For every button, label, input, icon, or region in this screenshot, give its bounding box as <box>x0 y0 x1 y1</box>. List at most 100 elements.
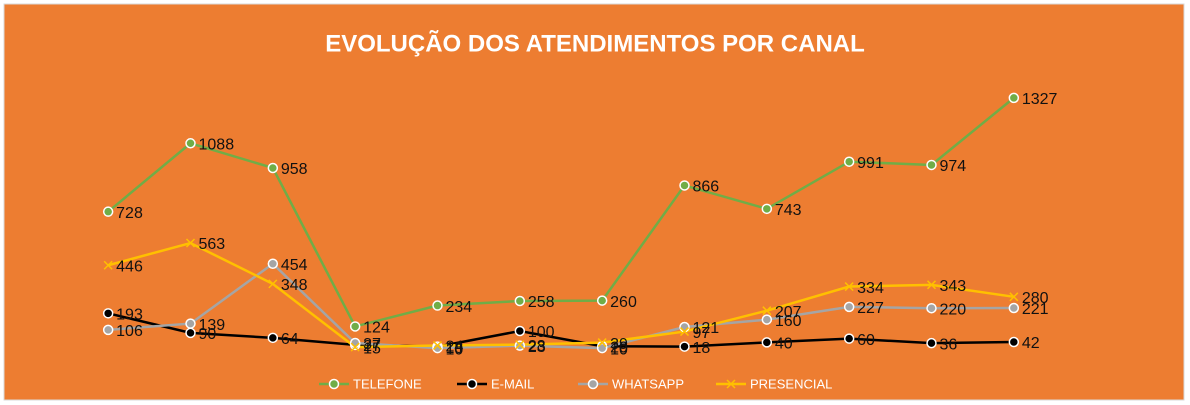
data-label: 193 <box>116 307 143 324</box>
data-label: 64 <box>281 331 299 348</box>
data-point <box>679 327 690 337</box>
legend-marker <box>466 378 478 390</box>
data-point <box>432 342 443 354</box>
legend-label: PRESENCIAL <box>750 376 832 391</box>
data-point <box>102 206 114 217</box>
data-label: 139 <box>199 317 226 334</box>
data-point <box>268 279 278 289</box>
chart-title: EVOLUÇÃO DOS ATENDIMENTOS POR CANAL <box>325 29 865 57</box>
data-label: 23 <box>528 339 546 356</box>
data-point <box>185 327 196 339</box>
data-label: 124 <box>363 320 390 337</box>
data-point <box>926 302 937 314</box>
data-point <box>843 156 855 167</box>
legend-marker <box>587 378 599 390</box>
data-label: 27 <box>363 338 381 355</box>
data-label: 446 <box>116 258 143 275</box>
data-point <box>185 318 196 329</box>
data-point <box>267 258 279 269</box>
data-point <box>267 162 279 174</box>
data-label: 20 <box>610 339 628 356</box>
data-point <box>679 341 690 352</box>
data-point <box>679 180 690 191</box>
data-point <box>515 340 525 350</box>
series-line <box>107 241 1015 349</box>
data-label: 454 <box>281 257 308 274</box>
data-point <box>843 333 855 344</box>
data-label: 258 <box>528 294 555 311</box>
data-label: 40 <box>775 336 793 353</box>
data-label: 991 <box>857 155 884 172</box>
data-label: 24 <box>446 339 464 356</box>
data-point <box>514 295 526 307</box>
legend-marker <box>328 378 340 390</box>
legend: TELEFONE E-MAIL WHATSAPP PRESENCIAL <box>319 376 832 391</box>
data-point <box>596 295 608 306</box>
data-point <box>350 342 360 352</box>
legend-marker <box>726 379 736 389</box>
data-point <box>432 300 443 311</box>
data-label: 958 <box>281 161 308 178</box>
data-label: 15 <box>363 340 381 357</box>
data-label: 221 <box>1022 301 1049 318</box>
data-label: 36 <box>940 336 958 353</box>
legend-label: WHATSAPP <box>612 376 684 391</box>
data-point <box>103 260 113 270</box>
data-point <box>761 337 773 348</box>
data-point <box>267 332 279 344</box>
series-line <box>107 96 1015 328</box>
data-label: 160 <box>775 313 802 330</box>
data-label: 10 <box>446 341 464 358</box>
legend-label: E-MAIL <box>491 376 534 391</box>
data-point <box>597 338 607 348</box>
data-label: 106 <box>116 323 143 340</box>
data-point <box>102 324 114 336</box>
data-label: 28 <box>528 338 546 355</box>
data-label: 348 <box>281 277 308 294</box>
data-label: 207 <box>775 304 802 321</box>
data-label: 18 <box>446 340 464 357</box>
data-point <box>349 321 361 332</box>
data-point <box>679 321 690 333</box>
data-point <box>185 138 196 149</box>
data-point <box>844 282 854 292</box>
plot-area: 728 1088 958 124 234 258 260 866 743 991 974 1327 19… <box>102 91 1058 358</box>
data-point <box>1009 292 1019 302</box>
data-label: 121 <box>693 320 720 337</box>
data-point <box>1008 302 1020 314</box>
data-point <box>761 314 773 325</box>
data-label: 227 <box>857 300 884 317</box>
data-point <box>762 306 772 316</box>
data-label: 1088 <box>199 136 235 153</box>
data-label: 60 <box>857 332 875 349</box>
data-point <box>761 203 773 215</box>
data-label: 280 <box>1022 290 1049 307</box>
series-line <box>107 312 1014 348</box>
data-label: 866 <box>693 179 720 196</box>
data-label: 234 <box>446 299 473 316</box>
data-label: 974 <box>940 158 967 175</box>
data-label: 334 <box>857 280 884 297</box>
data-label: 100 <box>528 324 555 341</box>
data-label: 343 <box>940 278 967 295</box>
data-point <box>102 308 114 319</box>
data-point <box>926 337 937 349</box>
data-point <box>843 301 855 313</box>
data-point <box>1008 336 1020 348</box>
data-label: 18 <box>693 340 711 357</box>
data-label: 37 <box>363 336 381 353</box>
data-label: 39 <box>610 336 628 353</box>
data-point <box>514 325 526 337</box>
data-label: 97 <box>693 325 711 342</box>
data-label: 743 <box>775 202 802 219</box>
data-label: 220 <box>940 301 967 318</box>
data-label: 728 <box>116 205 143 222</box>
chart-background <box>3 3 1185 401</box>
series-line <box>108 262 1014 350</box>
data-label: 563 <box>199 236 226 253</box>
data-label: 90 <box>199 326 217 343</box>
data-point <box>1008 92 1020 104</box>
data-label: 10 <box>610 341 628 358</box>
data-label: 260 <box>610 294 637 311</box>
